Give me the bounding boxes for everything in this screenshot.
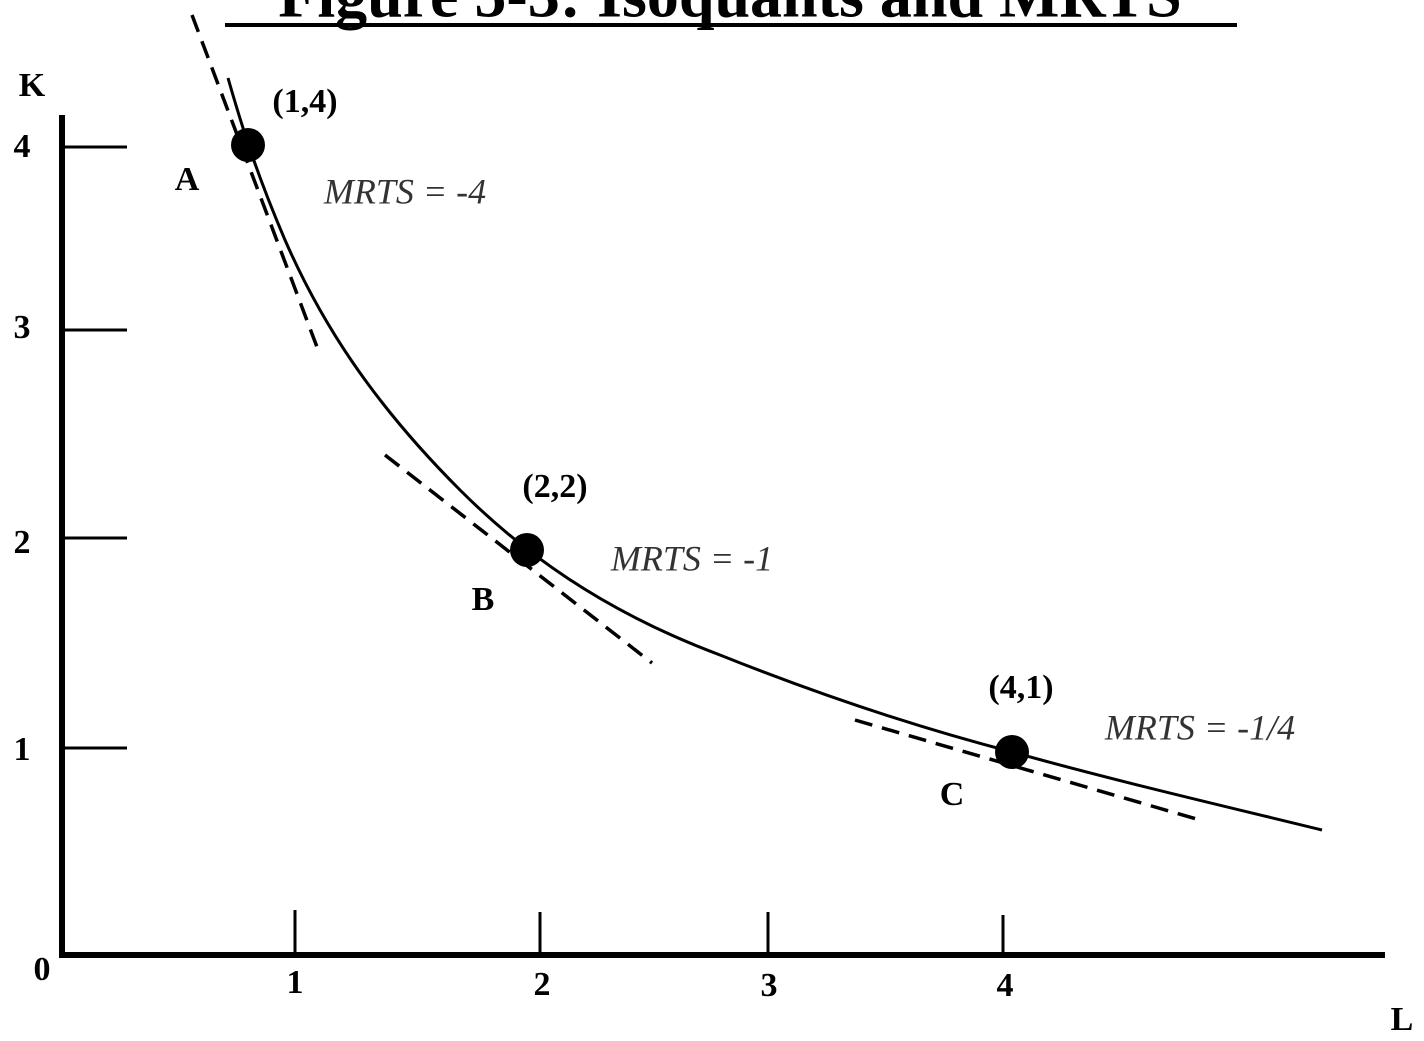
point	[995, 735, 1029, 769]
mrts-label: MRTS = -4	[323, 171, 486, 211]
isoquant	[226, 77, 1323, 832]
x-tick-label: 2	[534, 966, 551, 1003]
ticks	[62, 145, 1005, 955]
point-coords: (2,2)	[522, 468, 587, 505]
x-tick-label: 1	[287, 964, 304, 1001]
y-tick-label: 4	[14, 128, 31, 165]
point	[231, 128, 265, 162]
point-label: C	[940, 776, 965, 813]
x-tick-label: 4	[997, 967, 1014, 1004]
point	[510, 533, 544, 567]
origin-label: 0	[34, 951, 51, 988]
y-axis-label: K	[19, 67, 46, 104]
point-coords: (4,1)	[988, 669, 1053, 706]
point-coords: (1,4)	[272, 83, 337, 120]
x-axis-label: L	[1391, 1001, 1414, 1038]
y-tick-label: 3	[14, 309, 31, 346]
point-label: A	[175, 161, 200, 198]
mrts-label: MRTS = -1/4	[1104, 707, 1295, 747]
point-label: B	[472, 581, 495, 618]
y-tick-label: 2	[14, 524, 31, 561]
x-tick-label: 3	[761, 967, 778, 1004]
mrts-label: MRTS = -1	[610, 538, 773, 578]
y-tick-label: 1	[14, 731, 31, 768]
